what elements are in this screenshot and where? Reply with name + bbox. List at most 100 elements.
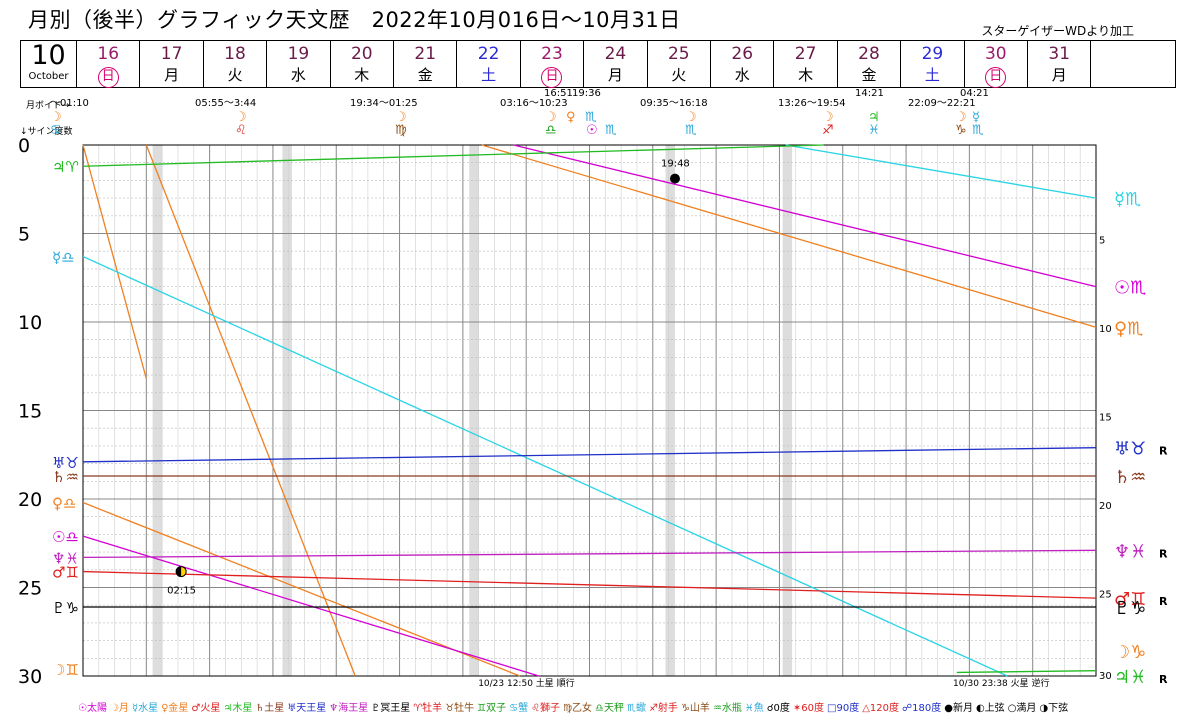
legend-item: ♂火星 (191, 703, 221, 714)
day-number: 30 (984, 44, 1007, 64)
ingress-glyph: ☽ (545, 110, 557, 125)
y-tick-right: 5 (1099, 236, 1105, 247)
ingress-glyph: ☽ (235, 110, 247, 125)
y-tick-right: 15 (1099, 413, 1112, 424)
legend-item: ✶60度 (792, 703, 825, 714)
right-body-label: ♂♊ (1114, 589, 1146, 610)
y-tick-left: 20 (18, 489, 42, 511)
weekday-label: 水 (290, 66, 306, 84)
right-body-label: ♄♒ (1114, 467, 1146, 488)
body-line-木星 (956, 670, 1097, 674)
weekday-label: 日 (965, 65, 1027, 88)
day-cell-16: 16 日 (77, 41, 141, 88)
ingress-glyph: ♌ (235, 123, 247, 138)
legend-item: ☉太陽 (78, 703, 107, 714)
legend-item: ♆海王星 (329, 703, 369, 714)
legend-item: ♋蟹 (509, 703, 529, 714)
event-label: 19:48 (661, 159, 690, 170)
y-tick-right: 10 (1099, 324, 1112, 335)
month-cell: 10 October (21, 41, 77, 87)
ingress-glyph: ♏ (972, 123, 984, 138)
legend-item: ♍乙女 (563, 703, 593, 714)
legend-item: ♊双子 (477, 703, 507, 714)
day-number: 19 (287, 44, 310, 64)
body-line-太陽 (82, 535, 540, 677)
left-body-label: ☽♊ (52, 661, 79, 679)
body-line-月 (145, 144, 356, 677)
legend-item: △120度 (862, 703, 899, 714)
event-label: 02:15 (167, 586, 196, 597)
y-tick-right: 30 (1099, 671, 1112, 682)
left-body-label: ♂♊ (52, 564, 79, 582)
month-number: 10 (31, 40, 66, 71)
day-number: 24 (604, 44, 627, 64)
void-time: 19:36 (572, 88, 601, 99)
void-time: 16:51 (544, 88, 573, 99)
weekday-label: 月 (1051, 66, 1067, 84)
legend-item: ♃木星 (223, 703, 253, 714)
weekday-label: 木 (354, 66, 370, 84)
ingress-glyph: ♃ (868, 110, 880, 125)
retrograde-mark: R (1159, 445, 1168, 458)
day-number: 21 (414, 44, 437, 64)
body-line-金星 (82, 501, 521, 677)
left-body-label: ☉♎ (52, 528, 79, 546)
legend-item: ♏蠍 (627, 703, 646, 714)
void-time: 19:34～01:25 (350, 98, 418, 109)
day-cell-29: 29 土 (901, 41, 965, 87)
legend-item: ♈牡羊 (413, 703, 443, 714)
page-title: 月別（後半）グラフィック天文歴 2022年10月016日～10月31日 (28, 8, 681, 32)
right-body-label: ☉♏ (1114, 278, 1146, 299)
plot-frame (82, 144, 1097, 677)
legend-item: ☽月 (109, 703, 129, 714)
legend-item: ◑下弦 (1039, 703, 1069, 714)
legend-item: ♎天秤 (595, 703, 624, 714)
weekday-label: 日 (521, 65, 583, 88)
y-tick-right: 20 (1099, 501, 1112, 512)
left-body-label: ♃♈ (52, 158, 79, 176)
retrograde-mark: R (1159, 673, 1168, 686)
weekday-label: 木 (798, 66, 814, 84)
ingress-glyph: ♏ (605, 123, 617, 138)
day-cell-27: 27 木 (774, 41, 838, 87)
day-cell-19: 19 水 (267, 41, 331, 87)
day-number: 25 (667, 44, 690, 64)
day-cell-28: 28 金 (838, 41, 902, 87)
day-number: 17 (160, 44, 183, 64)
ingress-glyph: ♑ (955, 123, 967, 138)
left-body-label: ♀♎ (52, 495, 76, 513)
y-tick-left: 15 (18, 401, 42, 423)
weekday-label: 火 (227, 66, 243, 84)
day-number: 29 (921, 44, 944, 64)
right-body-label: ☿♏ (1114, 189, 1141, 210)
legend-item: ♐射手 (648, 703, 678, 714)
weekday-label: 火 (671, 66, 687, 84)
ingress-glyph: ♀ (566, 110, 576, 125)
body-line-月 (82, 144, 147, 379)
ingress-glyph: ♍ (395, 123, 407, 138)
legend-item: ♉牡牛 (445, 703, 475, 714)
date-header: 10 October 16 日 17 月 18 火 19 水 20 木 21 金 22 土 23 日 24 月 25… (20, 40, 1176, 88)
retrograde-mark: R (1159, 547, 1168, 560)
ingress-glyph: ☽ (955, 110, 967, 125)
legend-item: ○満月 (1007, 703, 1037, 714)
ingress-glyph: ♏ (585, 110, 597, 125)
body-line-海王星 (82, 549, 1097, 559)
ingress-glyph: ♐ (822, 123, 834, 138)
body-line-金星 (481, 144, 1097, 328)
void-time: 05:55～3:44 (195, 98, 256, 109)
sign-row-label: ↓サイン度数 (20, 125, 73, 137)
day-number: 22 (477, 44, 500, 64)
legend-item: ♅天王星 (287, 703, 327, 714)
legend: ☉太陽 ☽月 ☿水星 ♀金星 ♂火星 ♃木星 ♄土星 ♅天王星 ♆海王星 ♇冥王星 ♈牡羊 ♉牡牛 ♊双… (78, 699, 1071, 714)
legend-item: ☍180度 (902, 703, 942, 714)
ingress-glyph: ☽ (685, 110, 697, 125)
void-time: 22:09～22:21 (908, 98, 976, 109)
day-number: 28 (858, 44, 880, 64)
body-line-天王星 (82, 447, 1097, 463)
day-number: 20 (350, 44, 373, 64)
day-cell-23: 23 日 (521, 41, 585, 88)
day-cell-21: 21 金 (394, 41, 458, 87)
legend-item: ♓魚 (744, 703, 764, 714)
weekday-label: 金 (861, 66, 877, 84)
